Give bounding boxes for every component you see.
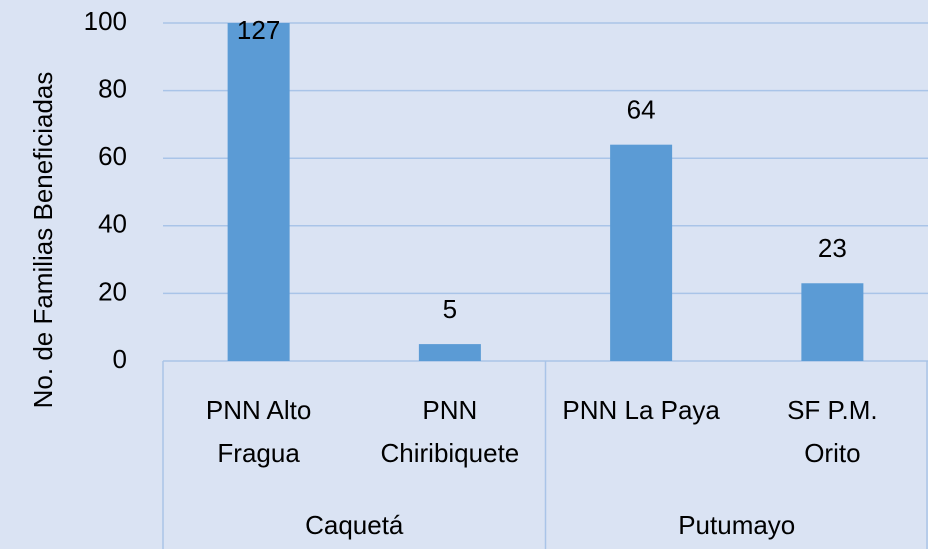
bar [418, 344, 481, 361]
y-tick-label: 60 [98, 141, 127, 171]
x-tick-label: PNN Alto [206, 395, 312, 425]
bar [610, 144, 673, 361]
bar [801, 283, 864, 361]
x-tick-label: Chiribiquete [381, 438, 520, 468]
group-label: Putumayo [678, 510, 795, 540]
x-tick-label: PNN [422, 395, 477, 425]
y-tick-label: 0 [113, 344, 127, 374]
y-axis-label: No. de Familias Beneficiadas [28, 72, 58, 409]
data-label: 127 [237, 15, 280, 45]
bar [227, 23, 290, 361]
data-label: 64 [627, 95, 656, 125]
y-tick-label: 20 [98, 276, 127, 306]
x-tick-label: Fragua [217, 438, 300, 468]
data-label: 23 [818, 233, 847, 263]
y-tick-label: 80 [98, 73, 127, 103]
x-tick-label: SF P.M. [787, 395, 878, 425]
plot-area [227, 23, 864, 361]
data-label: 5 [443, 294, 457, 324]
x-tick-label: PNN La Paya [562, 395, 720, 425]
y-tick-label: 100 [84, 6, 127, 36]
x-tick-label: Orito [804, 438, 860, 468]
y-tick-label: 40 [98, 209, 127, 239]
group-label: Caquetá [305, 510, 404, 540]
